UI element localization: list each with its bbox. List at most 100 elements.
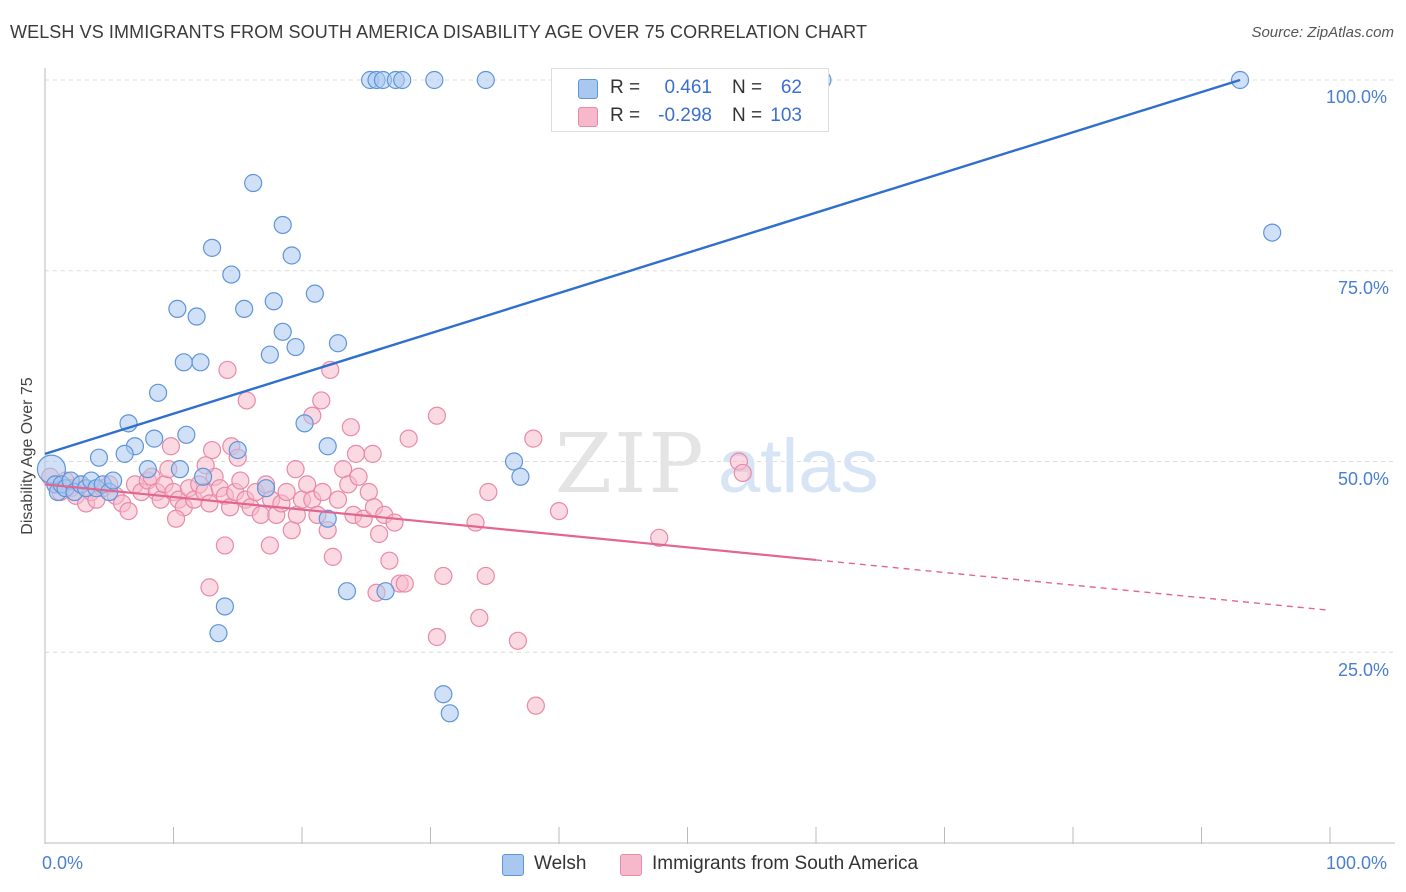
- sa-point-61: [359, 482, 378, 502]
- sa-point-99: [526, 696, 545, 715]
- welsh-point-51: [504, 452, 524, 471]
- legend-row-south-america: R = -0.298 N = 103: [552, 101, 828, 129]
- x-tick-100: 100.0%: [1326, 853, 1388, 873]
- grid-lines: [45, 79, 1395, 653]
- welsh-point-48: [209, 624, 228, 643]
- sa-point-56: [334, 460, 353, 479]
- welsh-point-37: [286, 337, 305, 357]
- source-credit: Source: ZipAtlas.com: [1251, 24, 1394, 41]
- legend-sa-swatch: [620, 854, 642, 876]
- welsh-point-20: [138, 460, 157, 479]
- sa-point-90: [524, 429, 543, 448]
- legend-sa-label: Immigrants from South America: [652, 853, 919, 874]
- trend-lines: [44, 78, 1331, 611]
- welsh-point-50: [440, 704, 459, 723]
- sa-point-82: [237, 391, 256, 410]
- welsh-point-52: [511, 467, 530, 486]
- sa-point-79: [312, 391, 331, 410]
- sa-point-86: [399, 429, 418, 448]
- sa-point-46: [282, 521, 301, 540]
- sa-point-73: [166, 509, 186, 528]
- welsh-point-14: [89, 448, 109, 467]
- welsh-r-label: R =: [610, 77, 641, 98]
- welsh-trend-line: [44, 78, 1241, 456]
- sa-point-85: [363, 444, 382, 463]
- welsh-swatch: [578, 79, 598, 99]
- sa-point-66: [385, 513, 404, 532]
- welsh-point-30: [235, 299, 254, 318]
- welsh-point-23: [193, 467, 213, 486]
- welsh-point-43: [256, 479, 276, 498]
- sa-point-59: [349, 467, 368, 486]
- welsh-point-59: [476, 70, 495, 90]
- welsh-point-46: [376, 582, 395, 601]
- sa-point-54: [323, 547, 342, 566]
- welsh-point-25: [191, 353, 210, 372]
- y-tick-100: 100.0%: [1326, 87, 1388, 107]
- welsh-point-63: [1263, 223, 1282, 242]
- welsh-point-38: [305, 284, 324, 303]
- sa-n-value: 103: [770, 105, 802, 126]
- sa-point-49: [298, 475, 317, 494]
- sa-point-87: [427, 406, 447, 425]
- welsh-point-41: [328, 334, 348, 353]
- sa-n-label: N =: [732, 105, 763, 126]
- welsh-point-31: [244, 173, 263, 193]
- welsh-point-34: [260, 345, 279, 364]
- sa-trend-extension: [815, 559, 1331, 611]
- sa-r-label: R =: [610, 105, 641, 126]
- sa-point-88: [466, 513, 485, 532]
- sa-point-84: [346, 444, 366, 463]
- series-south-america-points: [41, 360, 752, 715]
- welsh-point-35: [273, 322, 292, 341]
- welsh-point-27: [187, 307, 206, 326]
- welsh-point-13: [104, 471, 123, 490]
- sa-point-52: [313, 482, 332, 502]
- welsh-point-21: [177, 425, 196, 444]
- welsh-point-39: [295, 414, 314, 433]
- sa-point-55: [328, 490, 348, 509]
- y-tick-50: 50.0%: [1338, 469, 1390, 489]
- welsh-n-label: N =: [732, 77, 763, 98]
- sa-point-97: [427, 627, 447, 647]
- chart-title: WELSH VS IMMIGRANTS FROM SOUTH AMERICA D…: [10, 22, 868, 42]
- correlation-legend: R = 0.461 N = 62 R = -0.298 N = 103: [551, 68, 829, 132]
- welsh-point-24: [174, 353, 193, 372]
- sa-point-65: [380, 551, 399, 570]
- sa-point-98: [508, 631, 527, 650]
- sa-point-76: [260, 536, 279, 555]
- welsh-point-36: [282, 246, 301, 265]
- welsh-point-19: [148, 383, 168, 402]
- sa-point-63: [370, 524, 389, 544]
- sa-point-69: [202, 440, 222, 460]
- sa-point-40: [251, 505, 270, 525]
- welsh-point-49: [434, 685, 453, 704]
- welsh-point-22: [170, 460, 190, 479]
- welsh-point-42: [228, 440, 247, 460]
- sa-point-45: [277, 482, 296, 502]
- sa-point-14: [119, 501, 138, 521]
- welsh-point-57: [393, 70, 412, 90]
- welsh-r-value: 0.461: [664, 77, 712, 98]
- x-tick-0: 0.0%: [42, 853, 84, 873]
- sa-point-81: [218, 360, 237, 380]
- legend-welsh-swatch: [502, 854, 524, 876]
- sa-point-75: [200, 578, 219, 597]
- welsh-point-18: [145, 429, 164, 448]
- south-america-swatch: [578, 107, 598, 127]
- sa-point-68: [161, 437, 181, 456]
- welsh-point-28: [202, 238, 222, 257]
- sa-point-92: [476, 566, 495, 586]
- sa-point-74: [215, 536, 234, 555]
- y-tick-75: 75.0%: [1338, 278, 1390, 298]
- watermark-zip: ZIP: [555, 417, 706, 512]
- sa-point-30: [200, 494, 219, 513]
- sa-trend-line: [44, 483, 817, 562]
- legend-welsh-label: Welsh: [534, 853, 587, 874]
- welsh-point-26: [168, 299, 187, 318]
- sa-point-91: [549, 501, 569, 521]
- legend-row-welsh: R = 0.461 N = 62: [552, 73, 828, 101]
- welsh-point-45: [337, 582, 357, 601]
- axes: [44, 68, 1395, 844]
